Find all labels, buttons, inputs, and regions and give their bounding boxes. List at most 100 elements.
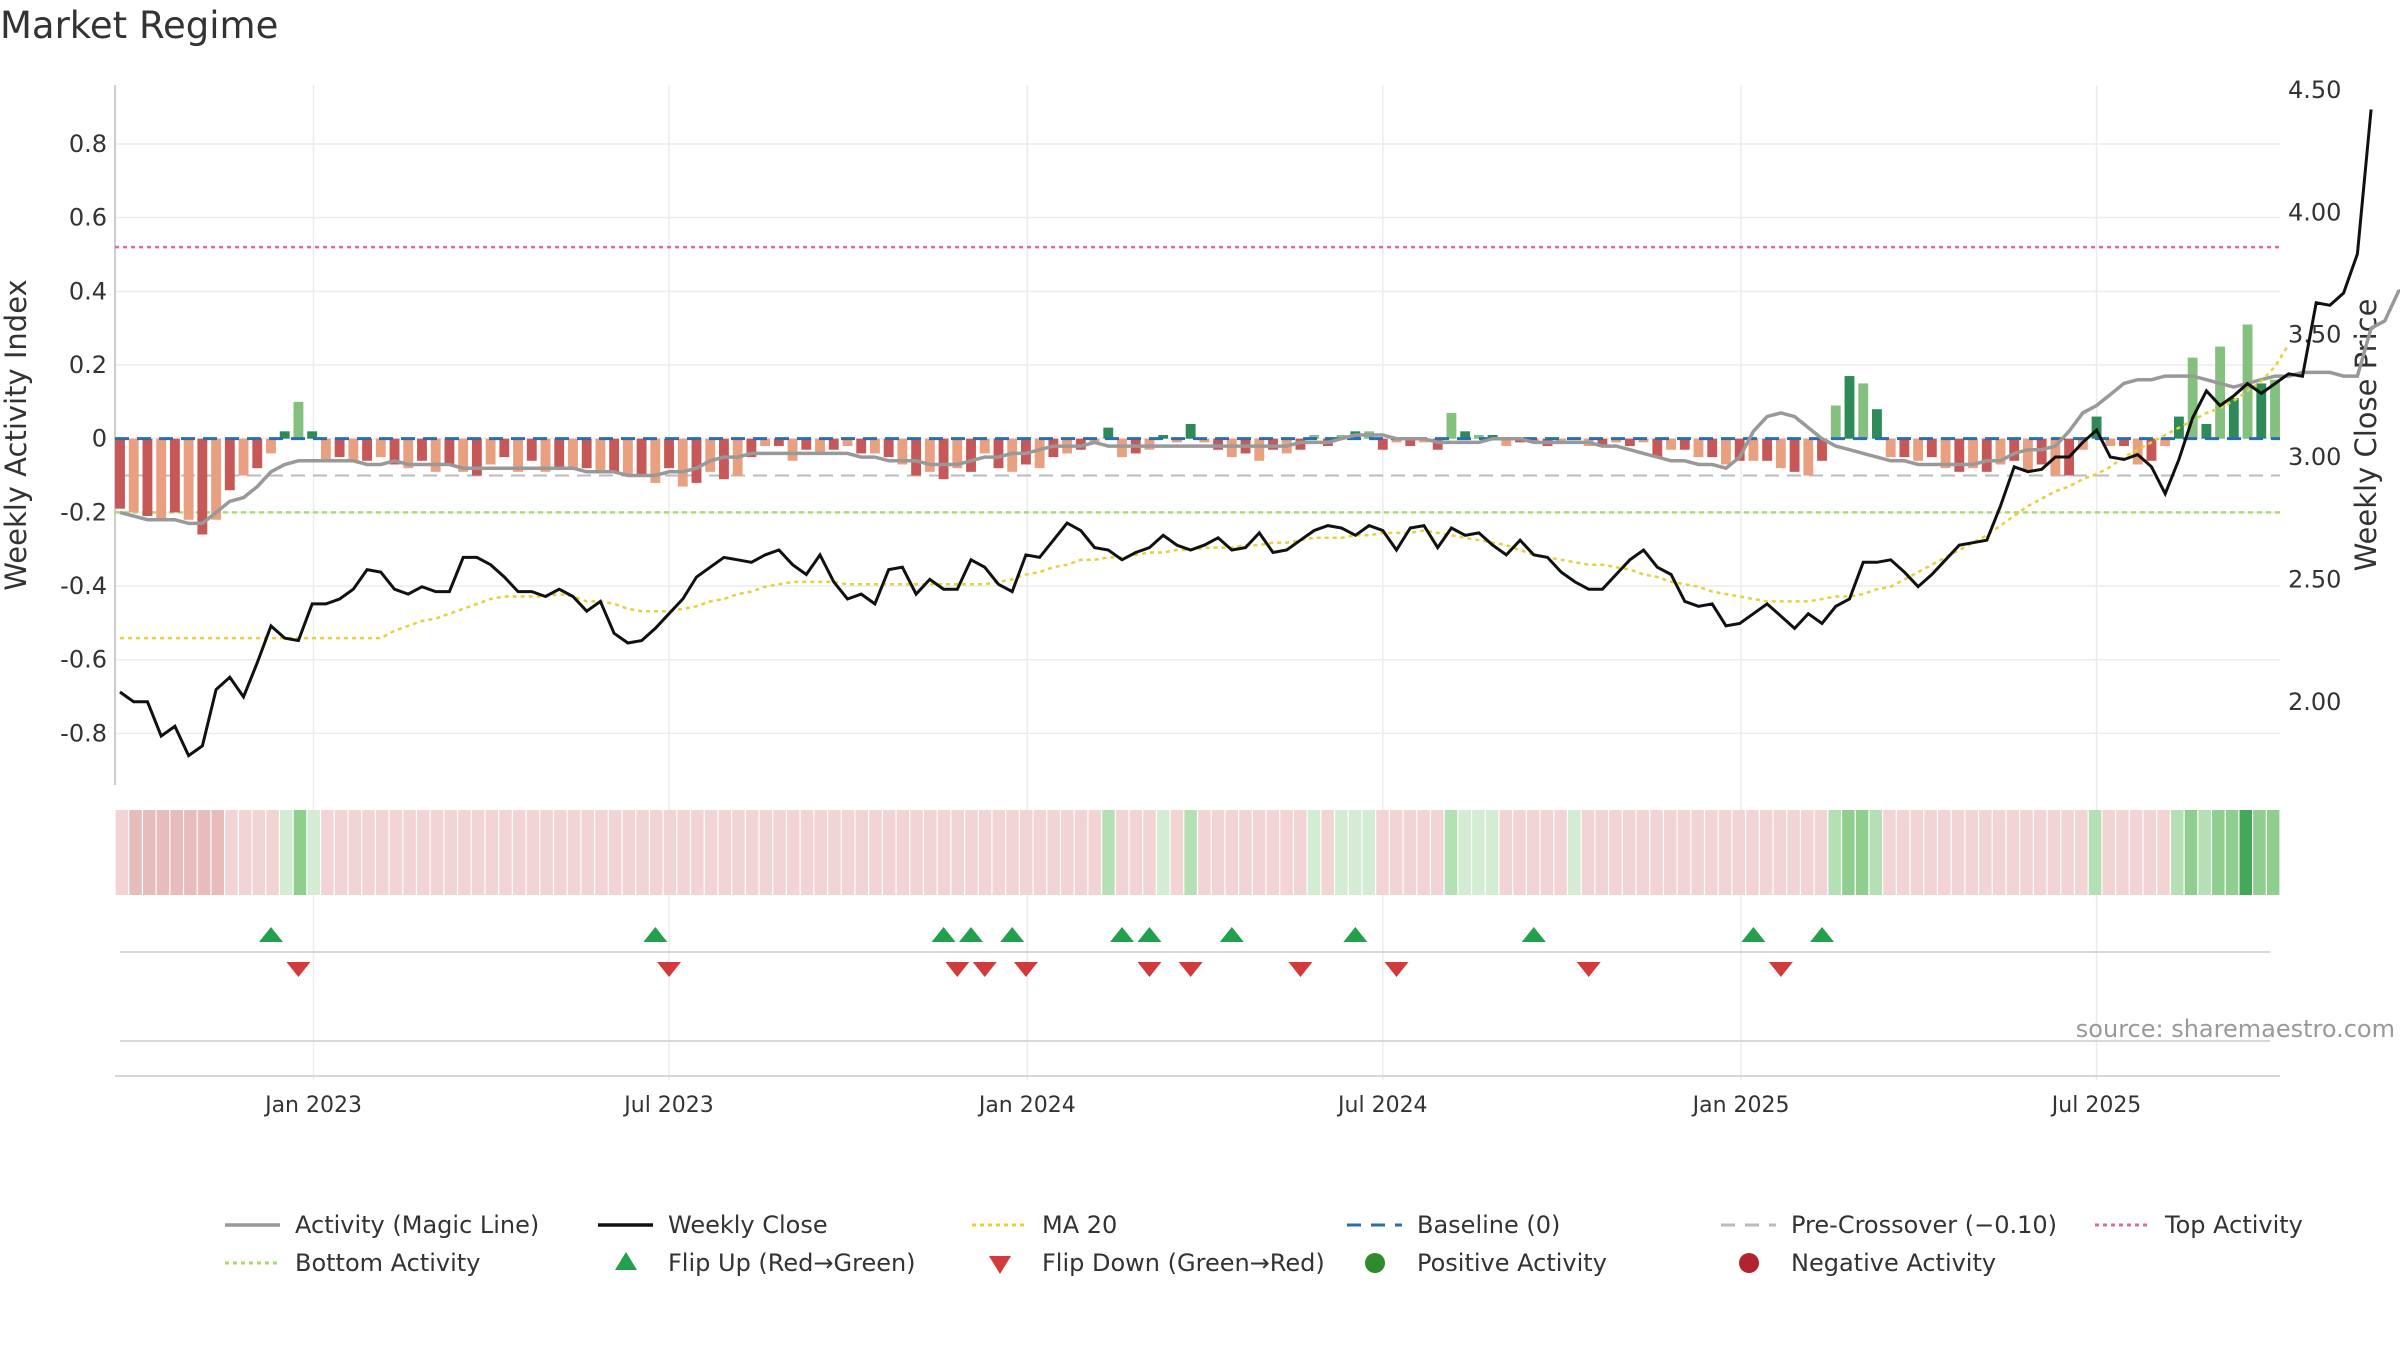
regime-strip-cell [773,810,786,895]
activity-bar [1638,438,1649,443]
regime-strip-cell [1472,810,1485,895]
regime-strip-cell [1513,810,1526,895]
regime-strip-cell [704,810,718,895]
regime-strip-cell [841,810,855,895]
activity-bar [334,438,345,458]
regime-strip-cell [389,810,403,895]
regime-strip-cell [1019,810,1033,895]
right-axis-label: Weekly Close Price [2349,299,2383,572]
right-tick-label: 4.50 [2288,76,2341,104]
activity-bar [1487,435,1498,439]
regime-strip-cell [1499,810,1513,895]
flip-up-marker [931,927,956,942]
activity-bar [1954,438,1965,472]
activity-bar [224,438,235,491]
regime-strip-cell [608,810,622,895]
legend-positive-dot-icon [1365,1253,1385,1273]
activity-bar [1336,435,1347,439]
activity-bar [307,431,318,439]
activity-bar [993,438,1004,469]
regime-strip-cell [1225,810,1239,895]
x-tick-label: Jul 2023 [622,1093,714,1118]
regime-strip-cell [1088,810,1101,895]
regime-strip-cell [745,810,759,895]
left-axis-label: Weekly Activity Index [0,279,33,590]
regime-strip-cell [1458,810,1471,895]
regime-strip-cell [978,810,992,895]
activity-bar [444,438,455,465]
activity-bar [2187,357,2198,439]
regime-strip-cell [1650,810,1663,895]
regime-strip-cell [1526,810,1540,895]
regime-strip-cell [1211,810,1225,895]
left-tick-label: -0.4 [60,572,107,600]
activity-bar [691,438,702,483]
regime-strip-cell [1266,810,1280,895]
activity-bar [801,438,812,450]
regime-strip-cell [2075,810,2088,895]
activity-bar [2215,346,2226,439]
activity-bar [609,438,620,472]
activity-bar [2132,438,2143,465]
regime-strip-cell [1335,810,1348,895]
regime-strip-cell [1595,810,1608,895]
flip-down-marker [657,962,682,977]
regime-strip-cell [1705,810,1718,895]
flip-up-marker [643,927,668,942]
activity-bar [924,438,935,472]
activity-bar [1707,438,1718,458]
activity-bar [1501,438,1512,447]
regime-strip-cell [787,810,800,895]
activity-bar [1089,438,1100,443]
activity-bar [554,438,565,469]
activity-bar [1185,423,1196,439]
regime-strip-cell [2170,810,2184,895]
regime-strip-cell [1389,810,1403,895]
activity-bar [197,438,208,535]
regime-strip-cell [1759,810,1773,895]
flip-up-marker [1741,927,1766,942]
regime-strip-cell [2116,810,2129,895]
activity-bar [705,438,716,472]
regime-strip-cell [1842,810,1855,895]
regime-strip-cell [1883,810,1896,895]
regime-strip-cell [252,810,266,895]
regime-strip-cell [1280,810,1293,895]
regime-strip-cell [2212,810,2225,895]
regime-strip-cell [293,810,307,895]
regime-strip-cell [170,810,183,895]
regime-strip-cell [2047,810,2061,895]
regime-strip-cell [924,810,937,895]
regime-strip-cell [622,810,636,895]
activity-bar [1446,412,1457,439]
regime-strip-cell [526,810,540,895]
regime-strip-cell [1184,810,1197,895]
regime-strip-cell [184,810,197,895]
activity-bar [2228,398,2239,439]
regime-strip-cell [677,810,690,895]
x-tick-label: Jan 2025 [1691,1093,1790,1118]
regime-strip-cell [663,810,677,895]
regime-strip-cell [348,810,362,895]
regime-strip-cell [1828,810,1841,895]
activity-bar [1817,438,1827,461]
regime-strip-cell [1869,810,1883,895]
left-tick-label: -0.6 [60,646,107,674]
flip-down-marker [1137,962,1162,977]
activity-bar [719,438,729,480]
regime-strip-cell [471,810,485,895]
regime-strip-cell [499,810,512,895]
activity-bar [279,431,290,439]
activity-bar [128,438,139,513]
regime-strip-cell [143,810,156,895]
regime-strip-cell [540,810,553,895]
weekly-close-line [119,109,2373,758]
regime-strip-cell [595,810,608,895]
activity-bar [1226,438,1237,458]
activity-bar [2146,438,2157,461]
regime-strip-cell [2061,810,2074,895]
regime-strip-cell [1855,810,1869,895]
regime-strip-cell [1198,810,1211,895]
left-tick-label: 0.6 [69,204,107,232]
legend-label: Activity (Magic Line) [295,1211,539,1239]
